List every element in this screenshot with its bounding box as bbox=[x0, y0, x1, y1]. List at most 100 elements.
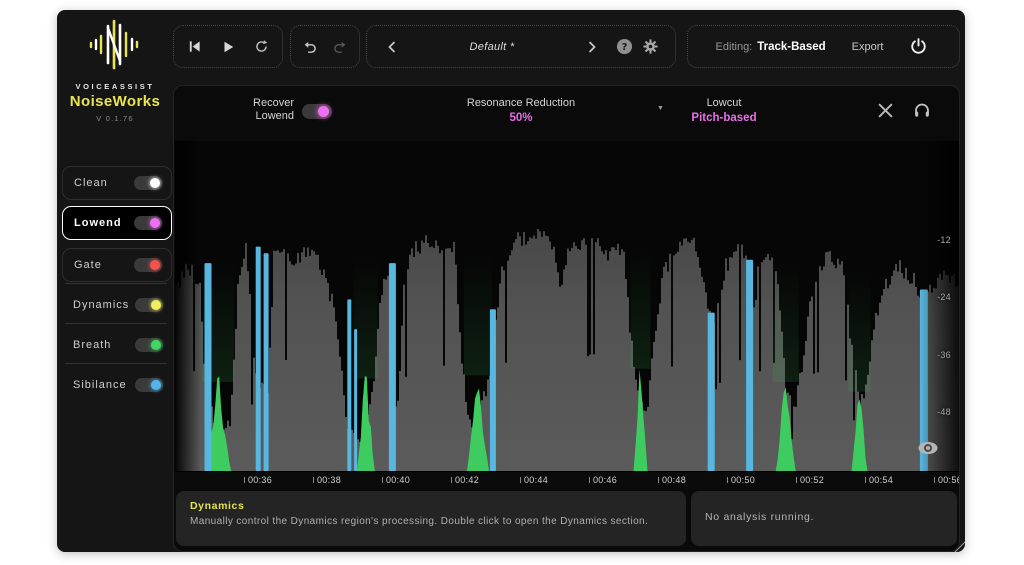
visibility-eye-icon[interactable] bbox=[917, 440, 939, 456]
lowend-toggle[interactable] bbox=[134, 216, 162, 230]
db-axis-label: -24 bbox=[937, 292, 951, 303]
time-label: 00:48 bbox=[662, 475, 687, 485]
preset-next-button[interactable] bbox=[579, 34, 605, 60]
sidebar-item-dynamics[interactable]: Dynamics bbox=[62, 288, 172, 322]
preset-name[interactable]: Default * bbox=[469, 40, 515, 53]
time-label: 00:40 bbox=[386, 475, 411, 485]
time-tick bbox=[658, 477, 659, 483]
recover-lowend-toggle[interactable] bbox=[302, 104, 332, 119]
toggle-knob bbox=[150, 178, 160, 188]
sidebar-item-breath[interactable]: Breath bbox=[62, 328, 172, 362]
time-tick bbox=[382, 477, 383, 483]
sidebar-item-label: Gate bbox=[74, 259, 102, 271]
product-name: NoiseWorks bbox=[69, 93, 161, 110]
time-tick bbox=[934, 477, 935, 483]
time-tick bbox=[589, 477, 590, 483]
loop-button[interactable] bbox=[249, 34, 275, 60]
noiseworks-logo-icon bbox=[89, 19, 139, 70]
db-axis-label: -48 bbox=[937, 406, 951, 417]
sidebar-item-label: Sibilance bbox=[73, 379, 127, 391]
tooltip-info-card: Dynamics Manually control the Dynamics r… bbox=[176, 491, 686, 546]
undo-button[interactable] bbox=[296, 34, 322, 60]
db-axis-label: -12 bbox=[937, 235, 951, 245]
plugin-window: VOICEASSIST NoiseWorks V 0.1.76 Clean Low… bbox=[57, 10, 965, 552]
waveform-canvas bbox=[175, 141, 959, 471]
resonance-reduction-value[interactable]: 50% bbox=[509, 112, 533, 125]
lowcut-label: Lowcut bbox=[706, 97, 742, 109]
analysis-status-card: No analysis running. bbox=[691, 491, 957, 546]
sidebar-item-label: Breath bbox=[73, 339, 112, 351]
waveform-display[interactable]: -12 -24 -36 -48 bbox=[175, 141, 959, 471]
gate-toggle[interactable] bbox=[134, 258, 162, 272]
sidebar-item-lowend[interactable]: Lowend bbox=[62, 206, 172, 240]
time-ruler[interactable]: 00:36 00:38 00:40 00:42 00:44 00:46 00:48 00:50… bbox=[175, 471, 960, 489]
toggle-knob bbox=[151, 340, 161, 350]
sidebar-divider bbox=[65, 283, 167, 284]
resonance-reduction-control[interactable]: Resonance Reduction 50% bbox=[441, 97, 601, 124]
toggle-knob bbox=[151, 380, 161, 390]
sidebar-item-sibilance[interactable]: Sibilance bbox=[62, 368, 172, 402]
editing-label: Editing: bbox=[715, 40, 753, 53]
sidebar-item-label: Clean bbox=[74, 177, 108, 189]
toggle-knob bbox=[151, 300, 161, 310]
preset-group: Default * ? bbox=[366, 25, 676, 68]
time-label: 00:46 bbox=[593, 475, 618, 485]
play-button[interactable] bbox=[215, 34, 241, 60]
time-tick bbox=[520, 477, 521, 483]
recover-lowend-label: Recover Lowend bbox=[253, 97, 294, 123]
brand-name: VOICEASSIST bbox=[75, 82, 155, 91]
dropdown-arrow-icon: ▼ bbox=[657, 105, 664, 112]
close-icon[interactable] bbox=[874, 99, 896, 121]
sidebar-item-gate[interactable]: Gate bbox=[62, 248, 172, 282]
main-panel: Recover Lowend Resonance Reduction 50% ▼… bbox=[173, 85, 960, 552]
help-button[interactable]: ? bbox=[611, 34, 637, 60]
breath-toggle[interactable] bbox=[135, 338, 163, 352]
tooltip-title: Dynamics bbox=[190, 500, 245, 512]
resonance-reduction-label: Resonance Reduction bbox=[466, 97, 576, 109]
session-group: Editing: Track-Based Export bbox=[687, 25, 960, 68]
time-tick bbox=[313, 477, 314, 483]
brand-block: VOICEASSIST NoiseWorks V 0.1.76 bbox=[57, 82, 173, 123]
svg-text:?: ? bbox=[621, 42, 627, 53]
time-label: 00:38 bbox=[317, 475, 342, 485]
preset-prev-button[interactable] bbox=[379, 34, 405, 60]
dynamics-toggle[interactable] bbox=[135, 298, 163, 312]
time-tick bbox=[796, 477, 797, 483]
time-label: 00:56 bbox=[938, 475, 960, 485]
sidebar-item-label: Lowend bbox=[74, 217, 122, 229]
sibilance-toggle[interactable] bbox=[135, 378, 163, 392]
editing-mode-value[interactable]: Track-Based bbox=[757, 40, 826, 53]
version-label: V 0.1.76 bbox=[96, 114, 134, 123]
redo-button[interactable] bbox=[328, 34, 354, 60]
history-group bbox=[290, 25, 360, 68]
analysis-status-text: No analysis running. bbox=[705, 511, 815, 523]
clean-toggle[interactable] bbox=[134, 176, 162, 190]
time-label: 00:44 bbox=[524, 475, 549, 485]
transport-group bbox=[173, 25, 283, 68]
time-tick bbox=[244, 477, 245, 483]
sidebar-item-label: Dynamics bbox=[73, 299, 130, 311]
export-button[interactable]: Export bbox=[851, 40, 884, 53]
tooltip-body: Manually control the Dynamics region's p… bbox=[190, 516, 649, 527]
skip-to-start-button[interactable] bbox=[182, 34, 208, 60]
lowcut-value[interactable]: Pitch-based bbox=[691, 112, 757, 125]
sidebar-divider bbox=[65, 363, 167, 364]
toggle-knob bbox=[150, 260, 160, 270]
db-axis-label: -36 bbox=[937, 349, 951, 360]
time-label: 00:54 bbox=[869, 475, 894, 485]
settings-gear-button[interactable] bbox=[637, 34, 663, 60]
sidebar-divider bbox=[65, 323, 167, 324]
time-tick bbox=[865, 477, 866, 483]
time-label: 00:52 bbox=[800, 475, 825, 485]
lowcut-dropdown[interactable]: ▼ Lowcut Pitch-based bbox=[657, 97, 779, 125]
time-label: 00:36 bbox=[248, 475, 273, 485]
time-label: 00:42 bbox=[455, 475, 480, 485]
toggle-knob bbox=[150, 218, 160, 228]
headphones-monitor-icon[interactable] bbox=[911, 99, 933, 121]
time-tick bbox=[451, 477, 452, 483]
time-label: 00:50 bbox=[731, 475, 756, 485]
time-tick bbox=[727, 477, 728, 483]
sidebar-item-clean[interactable]: Clean bbox=[62, 166, 172, 200]
power-button[interactable] bbox=[905, 34, 931, 60]
